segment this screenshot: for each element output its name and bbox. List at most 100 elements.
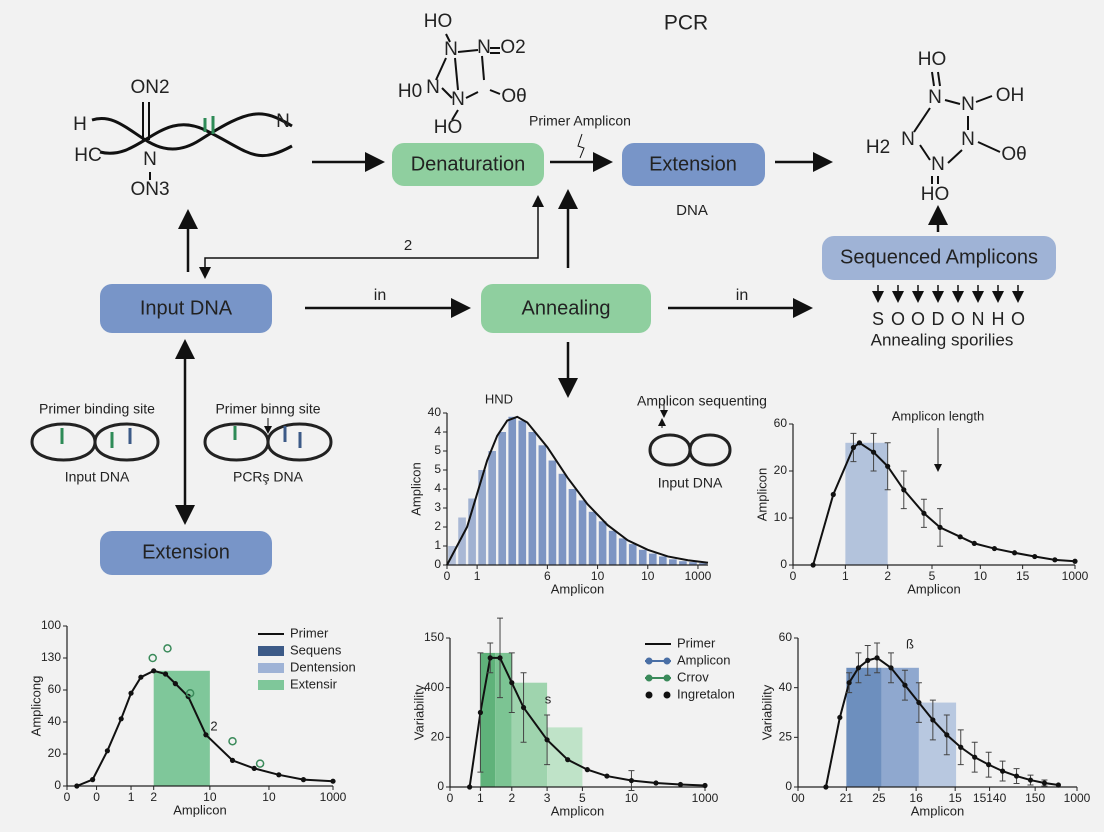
x-tick-label: 5 [579, 791, 586, 805]
bar [699, 563, 707, 565]
atom: N [426, 77, 440, 98]
x-axis-label: Amplicon [551, 803, 604, 818]
marker [628, 777, 635, 784]
marker [251, 765, 257, 772]
x-tick-label: 1 [474, 569, 481, 583]
bar [568, 489, 577, 565]
atom: N [477, 37, 491, 58]
marker [888, 665, 894, 671]
annotation: s [545, 691, 552, 706]
atom: Oθ [501, 86, 526, 107]
atom: N [961, 94, 975, 115]
marker [128, 690, 134, 696]
y-axis-label: Variability [411, 684, 426, 740]
y-axis-label: Amplicong [28, 676, 43, 737]
x-tick-label: 25 [872, 791, 886, 805]
legend-swatch [645, 691, 653, 699]
marker [300, 777, 307, 783]
curve [812, 441, 1076, 566]
x-tick-label: 15 [948, 791, 962, 805]
node-label: Annealing [522, 297, 611, 319]
x-tick-label: 1 [842, 569, 849, 583]
bar [669, 559, 677, 565]
bar [153, 670, 210, 786]
x-tick-label: 10 [591, 569, 605, 583]
marker [1000, 768, 1006, 774]
node-label: Input DNA [140, 297, 233, 319]
y-axis-label: Amplicon [408, 462, 423, 515]
marker [203, 732, 209, 738]
marker [487, 655, 493, 661]
atom: N [143, 149, 157, 170]
x-tick-label: 10 [262, 790, 276, 804]
legend-swatch [645, 674, 653, 682]
marker [837, 714, 843, 721]
bar [659, 556, 667, 565]
letter: O [891, 309, 905, 329]
legend-label: Primer [290, 625, 329, 640]
atom: N [931, 154, 945, 175]
x-tick-label: 3 [544, 791, 551, 805]
annotation: HND [485, 391, 513, 406]
edge-label: Primer Amplicon [529, 113, 631, 129]
marker [584, 767, 590, 773]
dna-label: PCRş DNA [233, 469, 304, 485]
marker [90, 777, 96, 783]
x-tick-label: 150 [1025, 791, 1045, 805]
atom: H2 [866, 137, 890, 158]
marker [276, 772, 282, 778]
x-tick-label: 15140 [973, 791, 1007, 805]
marker [874, 655, 880, 661]
marker [846, 680, 852, 686]
marker [1032, 553, 1038, 560]
node: Annealing [481, 284, 651, 333]
legend-swatch [663, 691, 671, 699]
marker [162, 671, 169, 677]
bar [608, 530, 617, 565]
atom: HO [918, 49, 947, 70]
atom: N [961, 129, 975, 150]
molecule: HO N N OH H2 N N Oθ N HO [866, 49, 1027, 205]
legend-label: Crrov [677, 669, 709, 684]
marker [1052, 557, 1058, 563]
edge-label: in [736, 287, 748, 304]
marker [497, 655, 503, 661]
x-tick-label: 0 [444, 569, 451, 583]
letter: H [992, 309, 1005, 329]
x-tick-label: 1000 [1062, 569, 1089, 583]
y-tick-label: 150 [424, 630, 444, 644]
title: PCR [664, 12, 708, 35]
atom: HO [424, 11, 453, 32]
marker [477, 709, 484, 716]
marker [565, 757, 571, 763]
bar [518, 420, 527, 565]
bar [618, 538, 627, 565]
y-tick-label: 20 [48, 746, 62, 760]
x-tick-label: 1000 [1064, 791, 1091, 805]
y-tick-label: 130 [41, 650, 61, 664]
y-tick-label: 60 [48, 682, 62, 696]
x-tick-label: 1 [128, 790, 135, 804]
x-tick-label: 10 [641, 569, 655, 583]
marker [74, 783, 80, 789]
y-tick-label: 1 [434, 538, 441, 552]
node-label: Extension [649, 153, 737, 175]
point [163, 644, 172, 653]
atom: ON2 [130, 77, 169, 98]
y-tick-label: 100 [41, 618, 61, 632]
marker [118, 716, 124, 722]
y-tick-label: 60 [779, 630, 793, 644]
marker [1027, 777, 1034, 783]
edge-label: in [374, 287, 386, 304]
marker [1013, 773, 1020, 779]
curve [446, 415, 709, 566]
dna-label: Input DNA [65, 469, 130, 485]
x-tick-label: 2 [150, 790, 157, 804]
y-tick-label: 4 [434, 424, 441, 438]
marker [509, 680, 515, 686]
x-tick-label: 00 [791, 791, 805, 805]
y-tick-label: 2 [434, 519, 441, 533]
bar [538, 445, 547, 565]
legend-label: Extensir [290, 676, 338, 691]
